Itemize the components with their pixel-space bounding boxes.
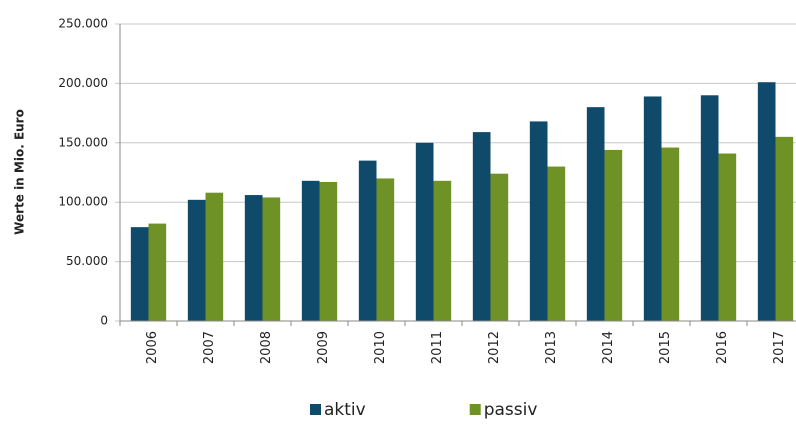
bar [187,199,206,321]
x-tick-label: 2009 [316,331,331,364]
bar [490,173,509,321]
bar [604,149,623,321]
y-axis-label: Werte in Mio. Euro [13,109,27,235]
x-tick-label: 2006 [145,331,160,364]
legend-swatch [469,404,481,415]
x-tick-label: 2017 [772,331,787,364]
bar [547,166,566,321]
x-tick-label: 2008 [259,331,274,364]
y-tick-label: 0 [100,314,108,328]
bar [301,180,320,321]
x-tick-label: 2011 [430,331,445,364]
y-tick-label: 100.000 [58,195,108,209]
bar [718,153,737,321]
bar [358,160,377,321]
bar [205,192,224,321]
bar [757,82,776,321]
bar [319,182,338,321]
x-tick-label: 2016 [715,331,730,364]
x-tick-label: 2014 [601,331,616,364]
bar [586,107,605,321]
x-tick-label: 2015 [658,331,673,364]
x-tick-label: 2013 [544,331,559,364]
bar [529,121,548,321]
bar [130,227,149,321]
bar [472,132,491,321]
bar [262,197,281,321]
legend-label: passiv [484,400,538,420]
x-tick-label: 2007 [202,331,217,364]
y-tick-label: 200.000 [58,76,108,90]
bar [643,96,662,321]
bar [415,142,434,321]
y-tick-label: 50.000 [66,254,108,268]
y-tick-label: 150.000 [58,135,108,149]
legend-swatch [310,404,321,415]
x-tick-label: 2012 [487,331,502,364]
bar [775,136,794,321]
x-tick-label: 2010 [373,331,388,364]
legend-label: aktiv [324,400,366,420]
y-tick-label: 250.000 [58,17,108,31]
bar [244,195,263,321]
bar [433,180,452,321]
bar [700,95,719,321]
bar [661,147,680,321]
bar [376,178,395,321]
bar [148,223,167,321]
